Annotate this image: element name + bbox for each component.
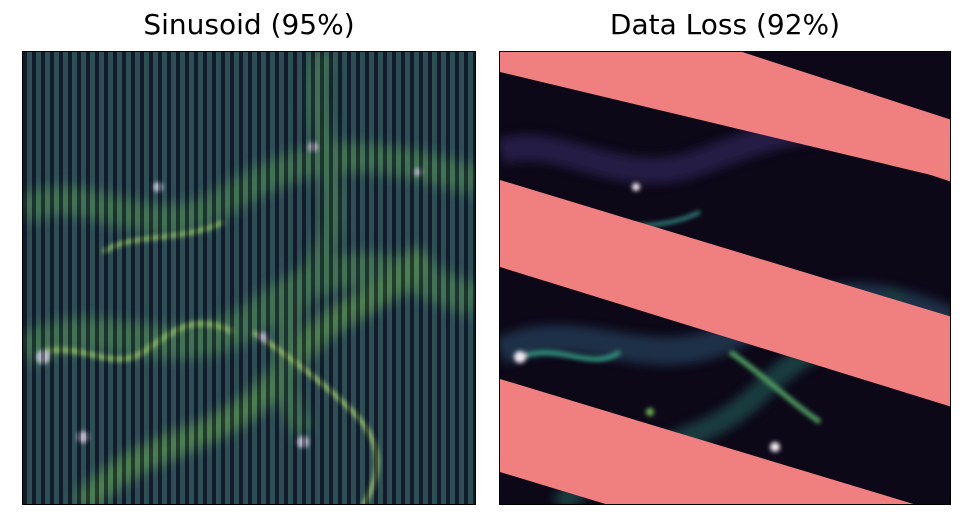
data-loss-band [500, 180, 950, 407]
data-loss-image-panel [499, 51, 951, 505]
panel-title-sinusoid: Sinusoid (95%) [143, 8, 355, 41]
data-loss-field-image [500, 52, 950, 504]
sinusoid-image-panel [22, 51, 476, 505]
panel-title-data-loss: Data Loss (92%) [609, 8, 841, 41]
data-loss-band [500, 52, 950, 180]
sinusoid-field-image [23, 52, 475, 504]
